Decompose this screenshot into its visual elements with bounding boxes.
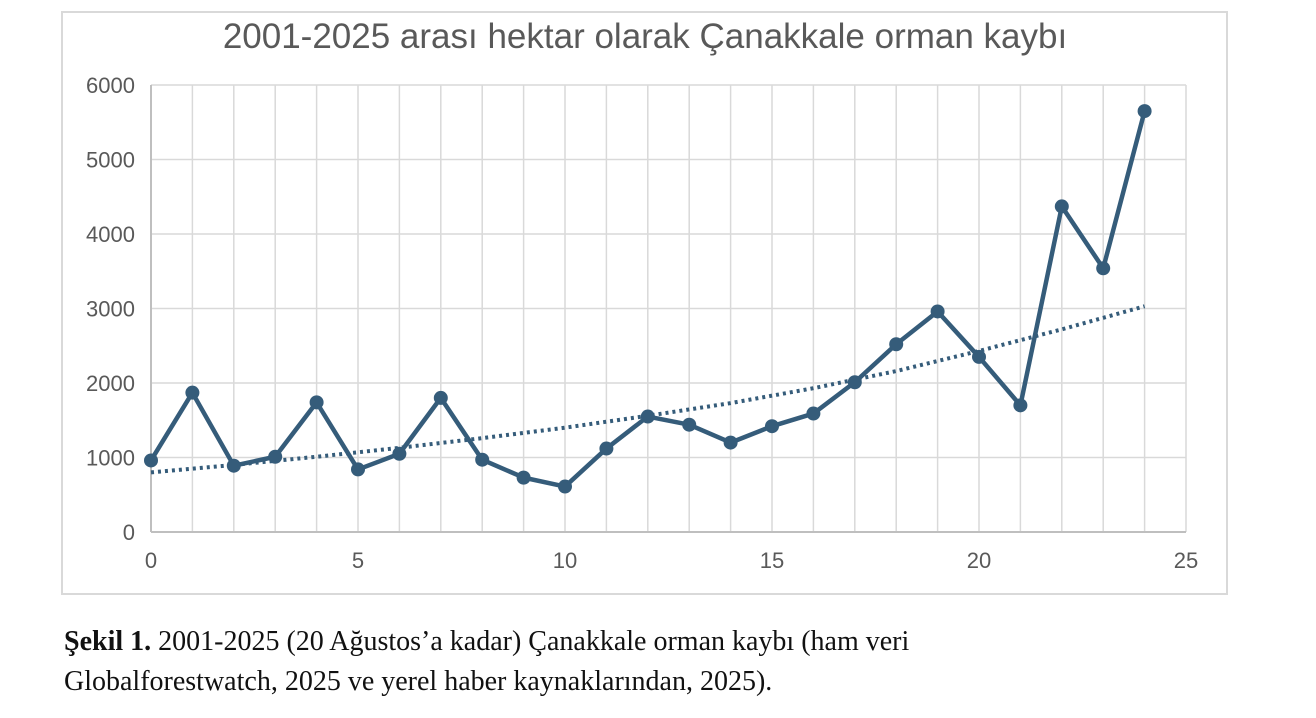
data-point bbox=[144, 453, 158, 468]
data-point bbox=[806, 406, 821, 421]
data-point bbox=[640, 409, 655, 424]
data-point bbox=[433, 390, 448, 405]
caption-text-line-2: Globalforestwatch, 2025 ve yerel haber k… bbox=[64, 666, 773, 697]
x-tick-label: 20 bbox=[967, 548, 991, 573]
data-point bbox=[847, 375, 862, 390]
data-point bbox=[268, 449, 283, 464]
data-point bbox=[226, 458, 241, 473]
series bbox=[144, 104, 1152, 494]
data-point bbox=[599, 441, 614, 456]
data-point bbox=[889, 337, 904, 352]
data-point bbox=[392, 446, 407, 461]
y-tick-label: 6000 bbox=[86, 73, 135, 98]
chart-title: 2001-2025 arası hektar olarak Çanakkale … bbox=[223, 17, 1067, 56]
y-tick-labels: 0 1000 2000 3000 4000 5000 6000 bbox=[86, 73, 135, 545]
chart-frame bbox=[61, 11, 1228, 595]
y-tick-label: 1000 bbox=[86, 446, 135, 471]
data-point bbox=[930, 304, 945, 319]
data-point bbox=[185, 385, 200, 400]
y-tick-label: 2000 bbox=[86, 371, 135, 396]
x-tick-label: 5 bbox=[352, 548, 364, 573]
y-tick-label: 5000 bbox=[86, 148, 135, 173]
data-point bbox=[516, 470, 531, 485]
data-point bbox=[309, 395, 324, 410]
y-tick-label: 0 bbox=[123, 520, 135, 545]
x-tick-label: 10 bbox=[553, 548, 577, 573]
data-point bbox=[558, 479, 572, 494]
x-tick-label: 15 bbox=[760, 548, 784, 573]
figure-caption: Şekil 1. 2001-2025 (20 Ağustos’a kadar) … bbox=[64, 622, 1264, 702]
caption-label: Şekil 1. bbox=[64, 626, 152, 657]
x-tick-labels: 0 5 10 15 20 25 bbox=[145, 548, 1198, 573]
grid bbox=[150, 84, 1187, 532]
caption-text-line-1: 2001-2025 (20 Ağustos’a kadar) Çanakkale… bbox=[151, 626, 910, 657]
data-point bbox=[1013, 398, 1028, 413]
data-point bbox=[765, 419, 779, 434]
data-point bbox=[682, 417, 697, 432]
line-chart: 2001-2025 arası hektar olarak Çanakkale … bbox=[61, 11, 1228, 595]
data-point bbox=[1096, 261, 1111, 276]
data-point bbox=[351, 462, 365, 477]
x-tick-label: 25 bbox=[1174, 548, 1198, 573]
data-point bbox=[723, 435, 738, 450]
y-tick-label: 4000 bbox=[86, 222, 135, 247]
data-point bbox=[972, 349, 986, 364]
x-tick-label: 0 bbox=[145, 548, 157, 573]
data-point bbox=[1054, 199, 1069, 214]
data-point bbox=[475, 452, 490, 467]
y-tick-label: 3000 bbox=[86, 297, 135, 322]
data-point bbox=[1137, 104, 1152, 119]
